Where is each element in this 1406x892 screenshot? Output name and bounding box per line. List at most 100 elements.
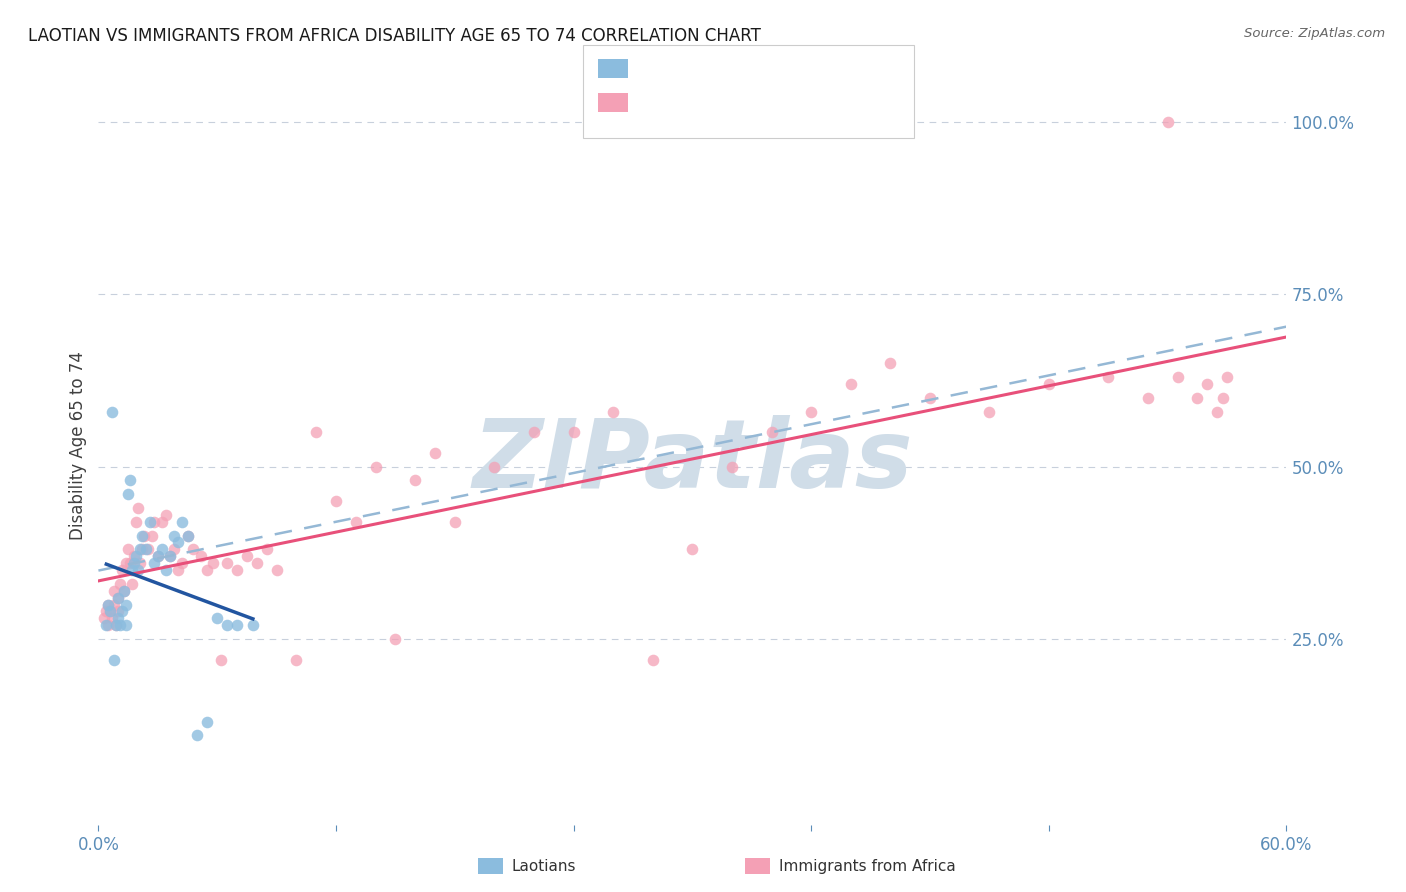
Point <box>562 425 585 440</box>
Point <box>101 611 124 625</box>
Point <box>1187 391 1209 405</box>
Point <box>205 611 228 625</box>
Point <box>103 583 125 598</box>
Point <box>129 542 152 557</box>
Point <box>132 528 155 542</box>
Point <box>115 618 138 632</box>
Point <box>103 598 125 612</box>
Point <box>170 556 193 570</box>
Point <box>1136 391 1159 405</box>
Point <box>111 604 134 618</box>
Point <box>641 653 664 667</box>
Point <box>135 542 157 557</box>
Point <box>105 618 128 632</box>
Point <box>246 556 269 570</box>
Y-axis label: Disability Age 65 to 74: Disability Age 65 to 74 <box>69 351 87 541</box>
Text: 0.541: 0.541 <box>679 95 727 110</box>
Point <box>121 563 143 577</box>
Point <box>159 549 181 564</box>
Point <box>364 459 387 474</box>
Point <box>484 459 506 474</box>
Point <box>1197 376 1219 391</box>
Text: ZIPatlas: ZIPatlas <box>472 415 912 508</box>
Point <box>920 391 942 405</box>
Point <box>96 618 118 632</box>
Point <box>129 556 152 570</box>
Point <box>127 563 149 577</box>
Point <box>122 549 145 564</box>
Point <box>190 549 212 564</box>
Point <box>1206 404 1229 418</box>
Point <box>979 404 1001 418</box>
Point <box>111 563 134 577</box>
Point <box>523 425 546 440</box>
Text: 38: 38 <box>789 62 810 76</box>
Point <box>97 598 120 612</box>
Point <box>163 528 186 542</box>
Point <box>107 591 129 605</box>
Point <box>136 542 159 557</box>
Point <box>108 577 131 591</box>
Point <box>166 535 188 549</box>
Point <box>839 376 862 391</box>
Point <box>423 446 446 460</box>
Point <box>125 515 148 529</box>
Point <box>117 487 139 501</box>
Point <box>602 404 624 418</box>
Point <box>112 583 135 598</box>
Point <box>150 542 173 557</box>
Point <box>1038 376 1060 391</box>
Point <box>444 515 467 529</box>
Point <box>285 653 308 667</box>
Point <box>344 515 367 529</box>
Point <box>1216 370 1239 384</box>
Point <box>879 356 901 370</box>
Point <box>236 549 259 564</box>
Point <box>159 549 181 564</box>
Point <box>107 604 129 618</box>
Point <box>115 598 138 612</box>
Text: N =: N = <box>735 95 779 110</box>
Point <box>176 528 198 542</box>
Point <box>166 563 188 577</box>
Point <box>256 542 278 557</box>
Point <box>266 563 288 577</box>
Text: 0.143: 0.143 <box>679 62 727 76</box>
Point <box>384 632 406 646</box>
Point <box>139 515 162 529</box>
Point <box>150 515 173 529</box>
Point <box>226 563 249 577</box>
Point <box>146 549 169 564</box>
Point <box>209 653 232 667</box>
Point <box>186 729 208 743</box>
Text: LAOTIAN VS IMMIGRANTS FROM AFRICA DISABILITY AGE 65 TO 74 CORRELATION CHART: LAOTIAN VS IMMIGRANTS FROM AFRICA DISABI… <box>28 27 761 45</box>
Point <box>117 542 139 557</box>
Point <box>195 563 218 577</box>
Point <box>305 425 328 440</box>
Point <box>1097 370 1119 384</box>
Point <box>108 618 131 632</box>
Point <box>105 618 128 632</box>
Point <box>183 542 205 557</box>
Text: Laotians: Laotians <box>512 859 576 873</box>
Point <box>146 549 169 564</box>
Point <box>122 556 145 570</box>
Point <box>120 474 142 488</box>
Point <box>97 618 120 632</box>
Point <box>142 515 165 529</box>
Point <box>93 611 115 625</box>
Point <box>131 528 153 542</box>
Point <box>115 556 138 570</box>
Point <box>107 611 129 625</box>
Point <box>97 598 120 612</box>
Point <box>800 404 823 418</box>
Point <box>176 528 198 542</box>
Point <box>96 604 118 618</box>
Text: 78: 78 <box>789 95 810 110</box>
Point <box>1156 115 1178 129</box>
Point <box>325 494 347 508</box>
Point <box>404 474 426 488</box>
Point <box>127 501 149 516</box>
Text: R =: R = <box>637 62 671 76</box>
Point <box>121 577 143 591</box>
